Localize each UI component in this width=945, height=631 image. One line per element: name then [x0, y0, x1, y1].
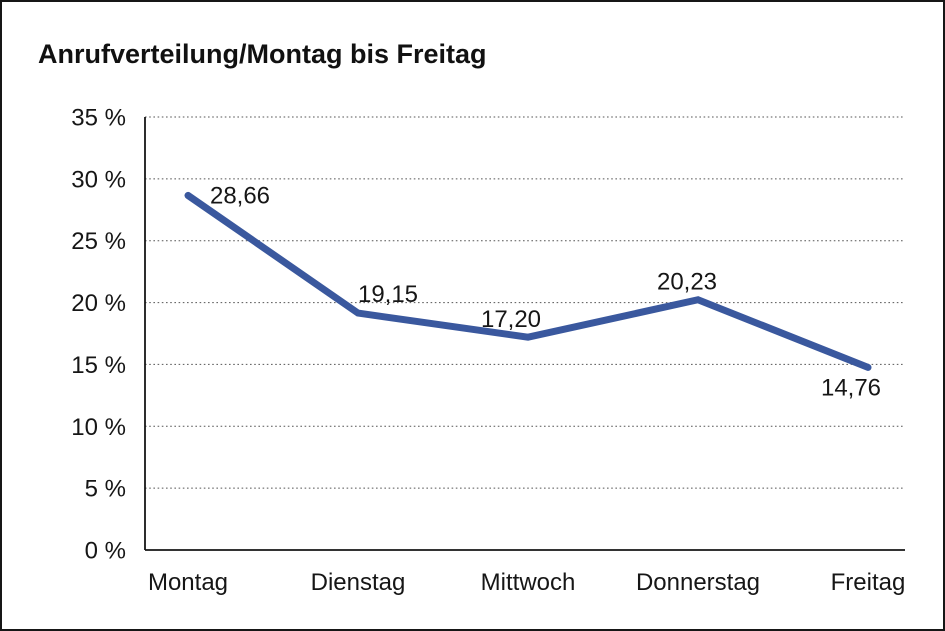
y-tick-label: 25 %: [71, 228, 126, 255]
y-tick-label: 35 %: [71, 105, 126, 132]
y-tick-label: 15 %: [71, 352, 126, 379]
x-category-label: Montag: [148, 569, 228, 596]
data-point-label: 17,20: [481, 306, 541, 333]
x-category-label: Mittwoch: [481, 569, 576, 596]
y-axis-tick-labels: 35 % 30 % 25 % 20 % 15 % 10 % 5 % 0 %: [71, 105, 126, 565]
data-point-label: 20,23: [657, 269, 717, 296]
x-category-label: Donnerstag: [636, 569, 760, 596]
y-tick-label: 5 %: [85, 476, 126, 503]
y-tick-label: 20 %: [71, 290, 126, 317]
data-point-labels: 28,66 19,15 17,20 20,23 14,76: [210, 182, 881, 401]
x-category-label: Freitag: [831, 569, 906, 596]
gridlines: [145, 116, 905, 489]
data-point-label: 28,66: [210, 182, 270, 209]
y-tick-label: 30 %: [71, 166, 126, 193]
data-series-line: [184, 191, 872, 371]
x-category-label: Dienstag: [311, 569, 406, 596]
x-axis-category-labels: Montag Dienstag Mittwoch Donnerstag Freitag: [148, 569, 905, 596]
y-tick-label: 10 %: [71, 414, 126, 441]
data-point-label: 19,15: [358, 281, 418, 308]
data-point-label: 14,76: [821, 374, 881, 401]
y-tick-label: 0 %: [85, 538, 126, 565]
chart-title: Anrufverteilung/Montag bis Freitag: [38, 39, 487, 69]
